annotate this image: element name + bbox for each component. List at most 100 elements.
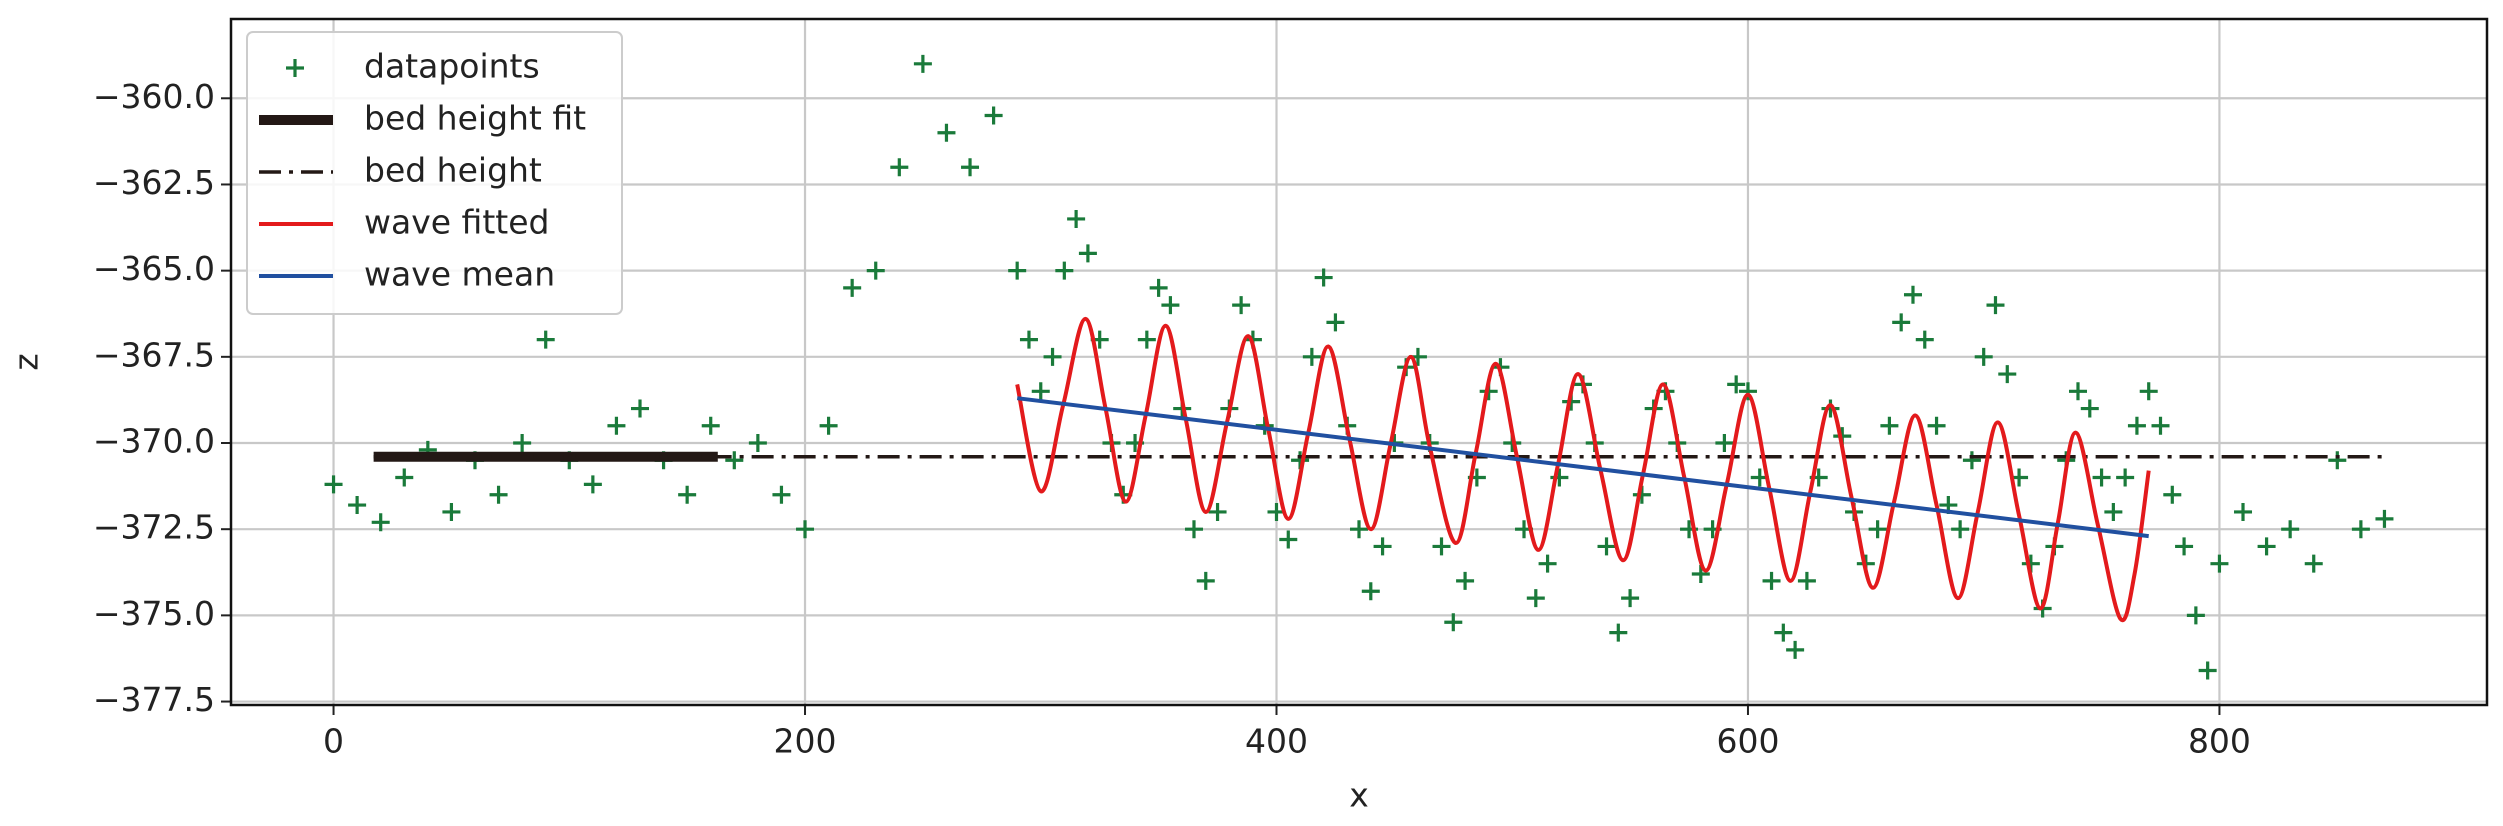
datapoint [2175, 537, 2194, 556]
datapoint [748, 434, 767, 453]
datapoint [371, 513, 390, 532]
datapoint [1314, 268, 1333, 287]
datapoint [395, 468, 414, 487]
datapoint [1691, 565, 1710, 584]
datapoint [2186, 606, 2205, 625]
datapoint [1031, 382, 1050, 401]
datapoint [890, 158, 909, 177]
datapoint [1597, 537, 1616, 556]
datapoint [1786, 640, 1805, 659]
datapoint [1880, 416, 1899, 435]
legend-label: bed height [364, 151, 542, 190]
datapoint [1738, 382, 1757, 401]
datapoint [1067, 209, 1086, 228]
datapoint [843, 278, 862, 297]
datapoint [1974, 347, 1993, 366]
datapoint [1043, 347, 1062, 366]
datapoint [324, 475, 343, 494]
y-tick-label: −367.5 [93, 335, 215, 374]
datapoint [1008, 261, 1027, 280]
datapoint [937, 123, 956, 142]
datapoint [1609, 623, 1628, 642]
datapoint [866, 261, 885, 280]
datapoint [1915, 330, 1934, 349]
datapoint [2257, 537, 2276, 556]
datapoint [725, 451, 744, 470]
y-tick-label: −360.0 [93, 77, 215, 116]
x-tick-label: 200 [774, 722, 837, 761]
series-line [1015, 316, 2151, 623]
datapoint [1232, 296, 1251, 315]
legend-label: wave mean [364, 255, 555, 294]
datapoint [1302, 347, 1321, 366]
datapoint [607, 416, 626, 435]
legend-label: datapoints [364, 47, 540, 86]
datapoint [1326, 313, 1345, 332]
datapoint [1550, 468, 1569, 487]
datapoint [2127, 416, 2146, 435]
datapoint [1774, 623, 1793, 642]
datapoint [1903, 285, 1922, 304]
datapoint [1149, 278, 1168, 297]
datapoint [2069, 382, 2087, 401]
datapoint [1279, 530, 1298, 549]
datapoint [1055, 261, 1074, 280]
x-tick-label: 0 [323, 722, 344, 761]
datapoint [2092, 468, 2111, 487]
datapoint [1998, 365, 2017, 384]
datapoint [1137, 330, 1156, 349]
datapoint [442, 502, 461, 521]
datapoint [1078, 244, 1097, 263]
datapoint [1432, 537, 1451, 556]
y-axis-label: z [7, 353, 46, 370]
datapoint [2116, 468, 2135, 487]
datapoint [2163, 485, 2182, 504]
series-line [1016, 396, 2149, 539]
datapoint [913, 54, 932, 73]
datapoint [348, 496, 367, 515]
datapoint [1019, 330, 1038, 349]
datapoint [1350, 520, 1368, 539]
datapoint [1621, 589, 1640, 608]
datapoint [2328, 451, 2347, 470]
x-tick-label: 800 [2188, 722, 2251, 761]
datapoint [2351, 520, 2370, 539]
datapoint [2080, 399, 2099, 418]
x-tick-label: 600 [1716, 722, 1779, 761]
legend-label: bed height fit [364, 99, 586, 138]
datapoint [536, 330, 555, 349]
datapoint [513, 434, 532, 453]
datapoint [1456, 571, 1475, 590]
y-tick-label: −372.5 [93, 508, 215, 547]
datapoint [961, 158, 980, 177]
datapoint [2304, 554, 2323, 573]
datapoint [1986, 296, 2005, 315]
datapoint [1892, 313, 1911, 332]
y-tick-label: −362.5 [93, 163, 215, 202]
datapoint [583, 475, 602, 494]
datapoint [1538, 554, 1557, 573]
datapoint [2281, 520, 2300, 539]
datapoint [2104, 502, 2123, 521]
plot-area [324, 54, 2394, 680]
datapoint [1762, 571, 1781, 590]
datapoint [2375, 509, 2394, 528]
legend-marker [286, 59, 304, 77]
datapoint [1715, 434, 1734, 453]
datapoint [772, 485, 791, 504]
datapoint [2139, 382, 2158, 401]
axes-frame [229, 17, 2489, 707]
datapoint [701, 416, 720, 435]
datapoint [2198, 661, 2217, 680]
y-tick-label: −377.5 [93, 680, 215, 719]
legend-label: wave fitted [364, 203, 549, 242]
datapoint [1927, 416, 1946, 435]
datapoint [1444, 613, 1463, 632]
x-tick-label: 400 [1245, 722, 1308, 761]
datapoint [1727, 375, 1746, 394]
legend-box [246, 31, 623, 315]
datapoint [631, 399, 650, 418]
datapoint [678, 485, 697, 504]
